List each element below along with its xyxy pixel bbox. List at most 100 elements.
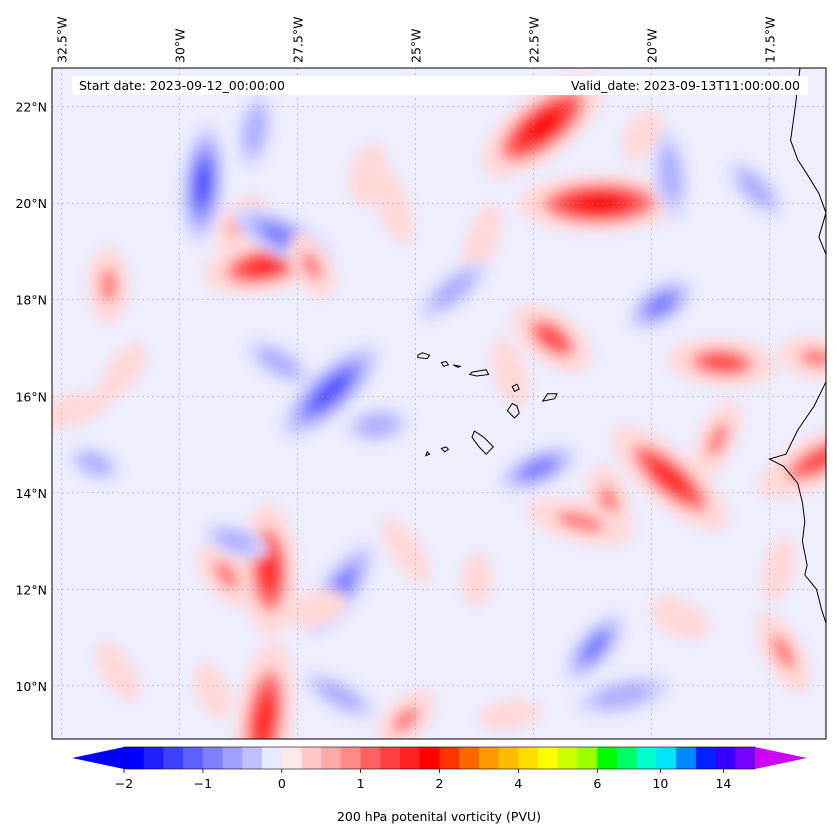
colorbar-cell: [281, 747, 302, 769]
colorbar-cell: [735, 747, 756, 769]
pv-level: [738, 171, 772, 206]
pv-feature: [376, 690, 436, 739]
colorbar-cell: [360, 747, 381, 769]
island: [511, 383, 520, 393]
pv-feature: [280, 344, 381, 439]
island: [424, 450, 431, 457]
pv-feature: [512, 304, 593, 373]
pv-feature: [461, 552, 493, 607]
pv-feature: [418, 260, 488, 321]
pv-feature: [346, 407, 410, 444]
pv-level: [255, 697, 274, 739]
pv-level: [78, 453, 111, 475]
colorbar-cell: [616, 747, 638, 769]
pv-feature: [727, 160, 783, 217]
pv-level: [313, 375, 348, 408]
colorbar-tick-label: −2: [115, 776, 133, 791]
latitude-tick-label: 16°N: [15, 389, 47, 404]
colorbar-tick-label: 0: [278, 776, 286, 791]
pv-level: [498, 351, 522, 394]
colorbar-cell: [518, 747, 539, 769]
map-background: [52, 68, 826, 739]
pv-level: [260, 551, 278, 589]
pv-feature: [349, 143, 388, 206]
island: [440, 446, 450, 453]
island: [417, 352, 431, 360]
valid-date: Valid_date: 2023-09-13T11:00:00.00: [571, 78, 800, 93]
pv-level: [104, 653, 132, 690]
colorbar-tick-label: 14: [715, 776, 731, 791]
pv-feature: [628, 278, 694, 331]
pv-level: [653, 463, 687, 494]
colorbar-cells: [123, 746, 756, 770]
colorbar-cell: [419, 747, 440, 769]
latitude-tick-label: 14°N: [15, 486, 47, 501]
island: [440, 360, 450, 367]
colorbar-tick-label: 6: [593, 776, 601, 791]
colorbar-cell: [222, 747, 243, 769]
pv-feature: [52, 392, 110, 430]
colorbar-cell: [242, 747, 263, 769]
pv-feature: [478, 699, 542, 731]
colorbar-cell: [715, 747, 736, 769]
pv-level: [216, 529, 256, 553]
island: [452, 364, 462, 368]
colorbar-tick-label: 4: [514, 776, 522, 791]
pv-level: [520, 458, 556, 480]
colorbar-cell: [400, 747, 421, 769]
pv-feature: [693, 401, 742, 479]
pv-feature: [756, 612, 811, 692]
pv-feature: [759, 419, 826, 499]
colorbar-cell: [695, 747, 716, 769]
pv-level: [629, 119, 655, 152]
colorbar-cell: [202, 747, 223, 769]
pv-feature: [652, 129, 689, 219]
colorbar-cell: [459, 747, 480, 769]
colorbar-ticks: −2 −1 0 1 2 4 6 10 14: [115, 769, 731, 791]
latitude-tick-label: 12°N: [15, 582, 47, 597]
pv-level: [99, 268, 118, 303]
pv-level: [659, 146, 682, 202]
pv-level: [556, 511, 605, 533]
start-date: Start date: 2023-09-12_00:00:00: [79, 78, 285, 93]
colorbar-label: 200 hPa potenital vorticity (PVU): [337, 809, 541, 824]
pv-level: [768, 549, 790, 591]
cape-verde-islands: [417, 352, 558, 457]
pv-level: [538, 326, 567, 351]
colorbar-cell: [183, 747, 204, 769]
date-banner: [72, 76, 808, 95]
pv-feature: [778, 336, 826, 380]
longitude-tick-label: 27.5°W: [290, 17, 305, 63]
map-frame: [51, 67, 827, 740]
latitude-tick-labels: 10°N 12°N 14°N 16°N 18°N 20°N 22°N: [15, 100, 47, 694]
pv-feature: [649, 597, 710, 640]
colorbar-over-arrow: [755, 747, 807, 769]
latitude-tick-label: 18°N: [15, 293, 47, 308]
longitude-tick-label: 22.5°W: [526, 17, 541, 63]
colorbar-tick-label: 2: [436, 776, 444, 791]
pv-level: [799, 348, 826, 368]
colorbar-cell: [636, 747, 657, 769]
pv-level: [259, 348, 298, 377]
colorbar-cell: [163, 747, 184, 769]
colorbar-cell: [577, 747, 598, 769]
pv-feature: [576, 675, 670, 716]
colorbar-tick-label: 10: [652, 776, 668, 791]
pv-level: [528, 113, 558, 139]
longitude-tick-labels: 32.5°W 30°W 27.5°W 25°W 22.5°W 20°W 17.5°W: [54, 17, 777, 63]
pv-contour-field: [52, 74, 826, 739]
pv-feature: [234, 641, 295, 739]
colorbar-cell: [676, 747, 697, 769]
pv-level: [661, 605, 698, 632]
pv-level: [432, 271, 475, 309]
colorbar-tick-label: 1: [357, 776, 365, 791]
pv-feature: [611, 425, 729, 531]
pv-level: [771, 634, 796, 670]
colorbar-cell: [143, 747, 164, 769]
pv-feature: [288, 233, 336, 299]
island: [468, 369, 490, 377]
pv-feature: [96, 641, 141, 701]
pv-level: [297, 596, 336, 621]
pv-level: [200, 674, 225, 708]
